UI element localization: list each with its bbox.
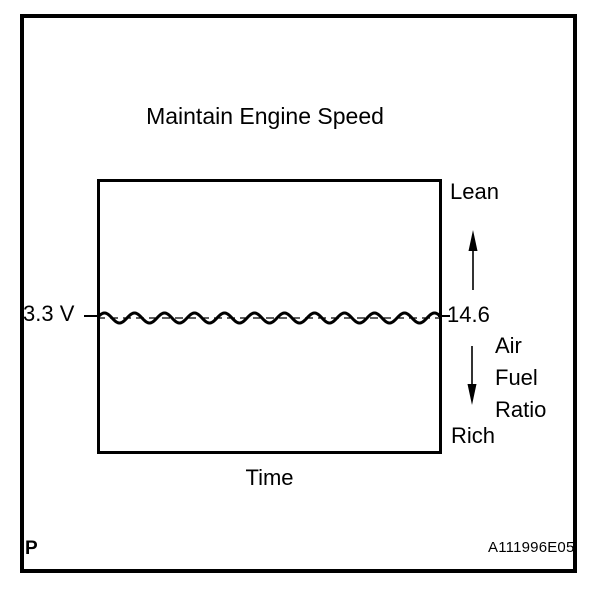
figure-border bbox=[20, 14, 577, 573]
air-fuel-ratio-axis-label: Air Fuel Ratio bbox=[495, 330, 546, 426]
stoich-ratio-label: 14.6 bbox=[447, 302, 490, 327]
rich-down-arrow-icon bbox=[467, 346, 477, 405]
air-fuel-ratio-line-2: Fuel bbox=[495, 365, 538, 390]
air-fuel-ratio-line-1: Air bbox=[495, 333, 522, 358]
page-marker: P bbox=[25, 538, 38, 559]
lean-label: Lean bbox=[450, 179, 499, 204]
af-sensor-waveform bbox=[97, 311, 442, 325]
air-fuel-ratio-line-3: Ratio bbox=[495, 397, 547, 422]
rich-label: Rich bbox=[451, 423, 496, 448]
right-axis-tick bbox=[438, 315, 450, 317]
figure-code: A111996E05 bbox=[488, 539, 575, 556]
time-axis-label: Time bbox=[245, 465, 294, 490]
figure-title: Maintain Engine Speed bbox=[146, 103, 384, 129]
left-axis-tick bbox=[84, 315, 100, 317]
waveform-path bbox=[97, 311, 442, 325]
waveform-plot-area bbox=[97, 179, 442, 454]
lean-up-arrow-icon bbox=[468, 230, 478, 290]
voltage-label: 3.3 V bbox=[23, 301, 75, 326]
